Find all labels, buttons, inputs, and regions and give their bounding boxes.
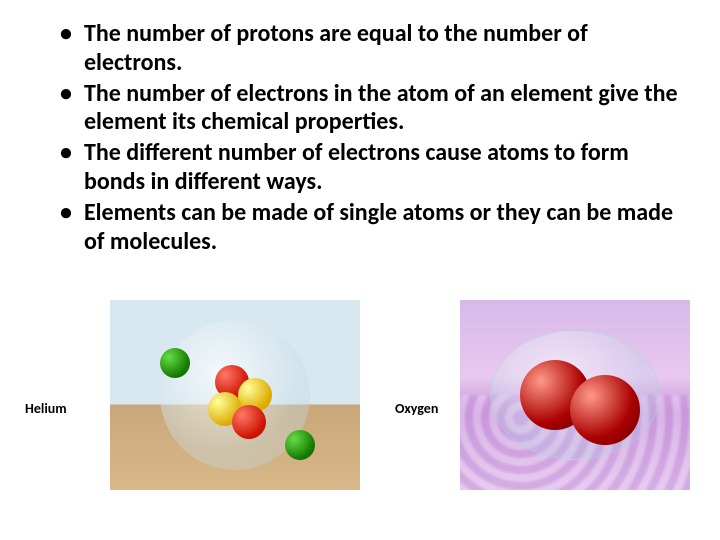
bullet-item: • The different number of electrons caus… bbox=[60, 139, 680, 197]
oxygen-molecule-illustration bbox=[460, 300, 690, 490]
electron-icon bbox=[285, 430, 315, 460]
oxygen-background bbox=[460, 300, 690, 490]
bullet-text: The number of protons are equal to the n… bbox=[84, 20, 680, 78]
bullet-item: • The number of protons are equal to the… bbox=[60, 20, 680, 78]
electron-icon bbox=[160, 348, 190, 378]
helium-atom-illustration bbox=[110, 300, 360, 490]
helium-label: Helium bbox=[25, 400, 67, 417]
bullet-item: • The number of electrons in the atom of… bbox=[60, 80, 680, 138]
bullet-text: Elements can be made of single atoms or … bbox=[84, 199, 680, 257]
oxygen-atom-icon bbox=[570, 375, 640, 445]
bullet-list: • The number of protons are equal to the… bbox=[0, 0, 720, 256]
bullet-dot-icon: • bbox=[60, 139, 72, 168]
bullet-dot-icon: • bbox=[60, 80, 72, 109]
bullet-item: • Elements can be made of single atoms o… bbox=[60, 199, 680, 257]
oxygen-label: Oxygen bbox=[395, 400, 438, 417]
bullet-dot-icon: • bbox=[60, 20, 72, 49]
proton-icon bbox=[232, 405, 266, 439]
bullet-dot-icon: • bbox=[60, 199, 72, 228]
helium-background bbox=[110, 300, 360, 490]
bullet-text: The number of electrons in the atom of a… bbox=[84, 80, 680, 138]
bullet-text: The different number of electrons cause … bbox=[84, 139, 680, 197]
